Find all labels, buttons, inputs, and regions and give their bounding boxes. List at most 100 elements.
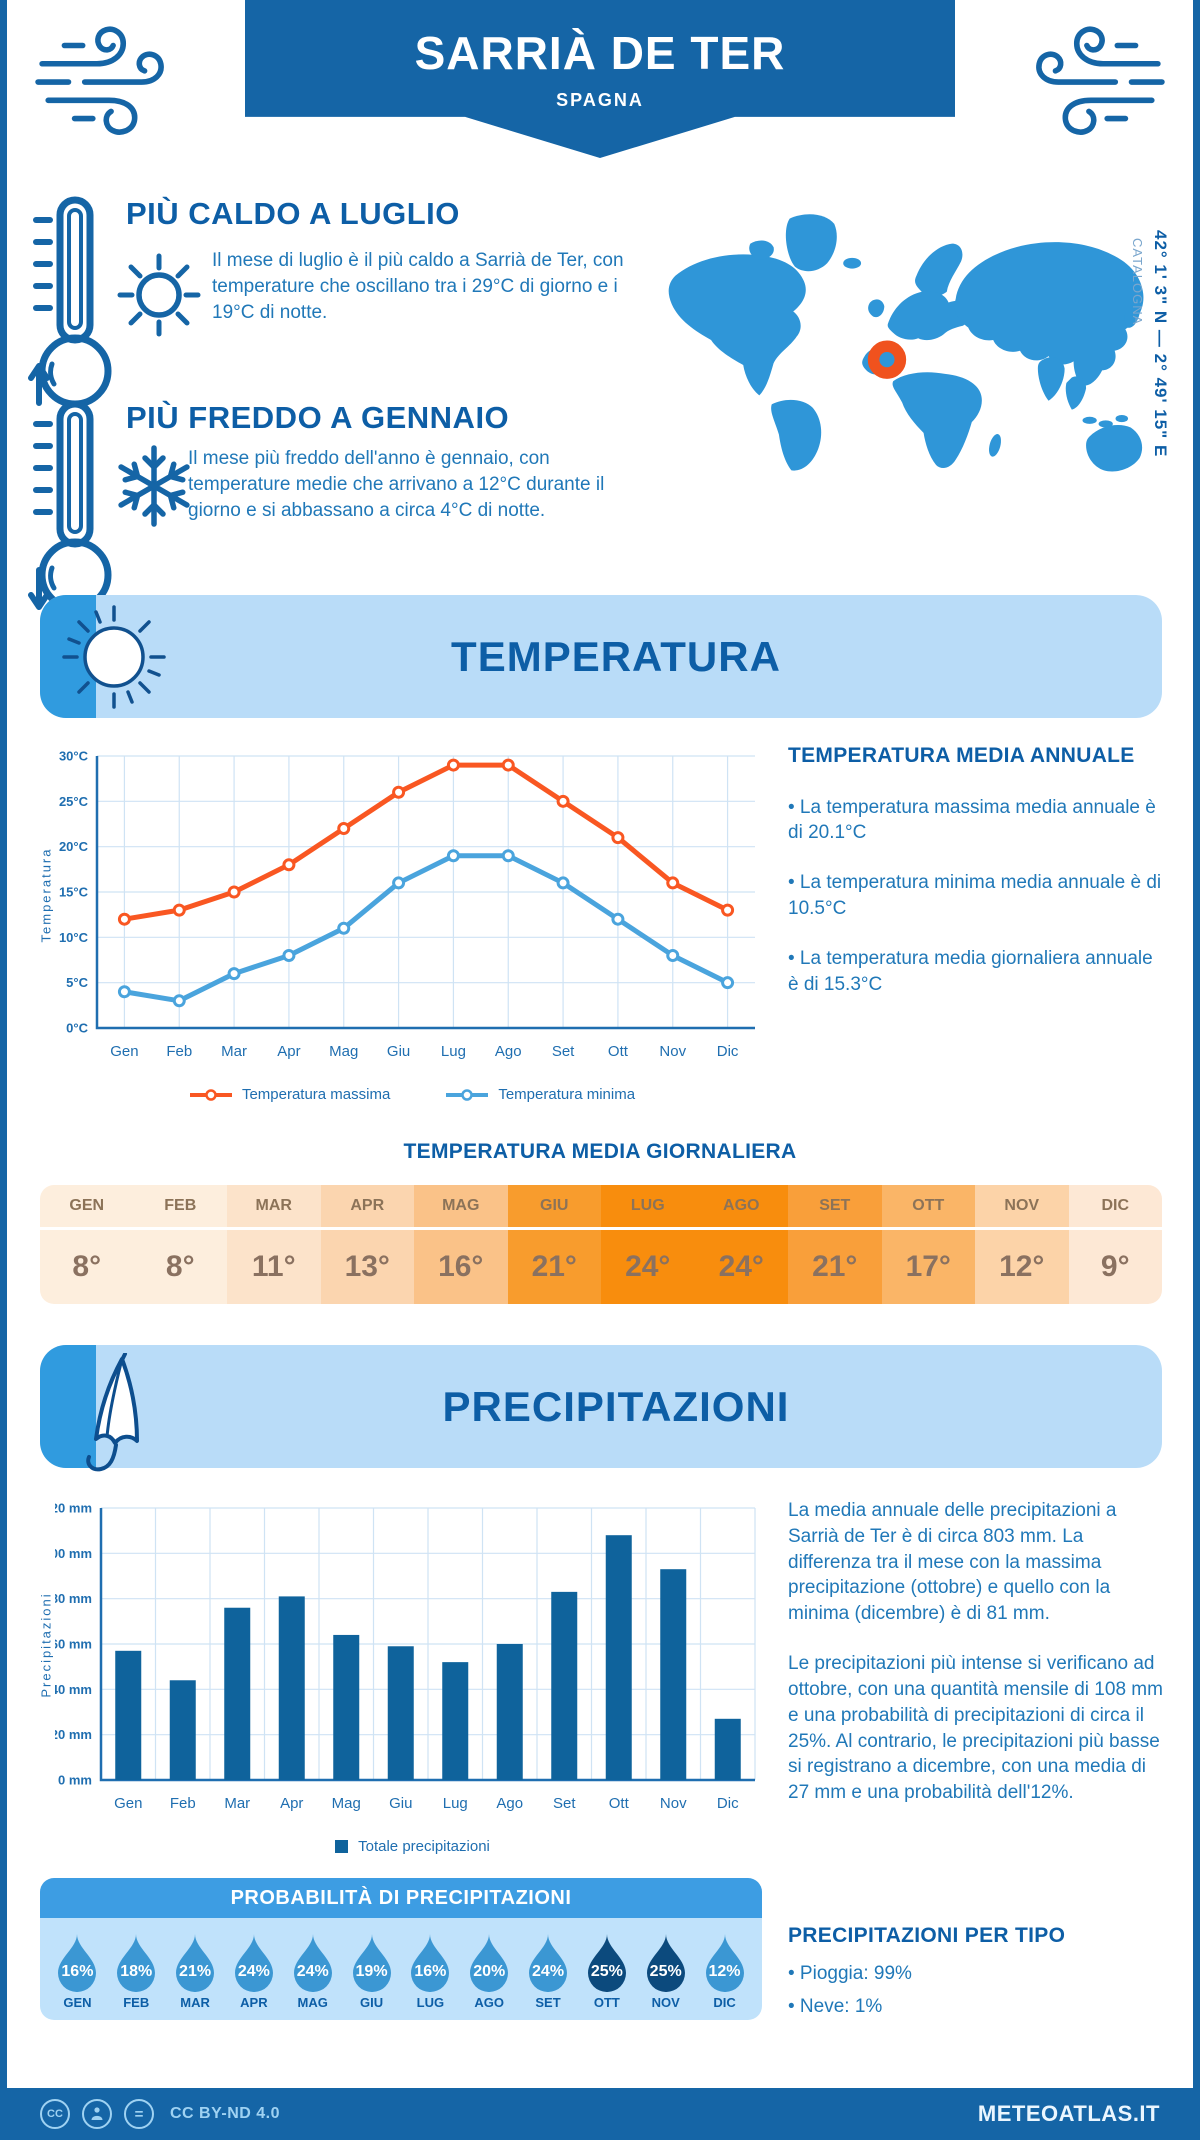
droplet-icon — [529, 1934, 568, 1992]
legend-square-marker — [335, 1840, 349, 1853]
attribution-person-icon — [82, 2099, 112, 2129]
page-border-left — [0, 0, 7, 2140]
temp-min-line — [124, 853, 729, 1004]
probability-droplet: 16% GEN — [48, 1932, 107, 2010]
thermometer-cold-icon — [28, 400, 112, 612]
wind-icon-left — [35, 26, 164, 135]
svg-text:Set: Set — [552, 1043, 575, 1060]
sun-banner-icon — [62, 605, 166, 709]
temp-max-line — [124, 762, 729, 922]
daily-temp-column: GIU 21° — [507, 1185, 601, 1304]
precip-bar — [714, 1718, 741, 1780]
precip-bar — [333, 1634, 360, 1780]
svg-text:60 mm: 60 mm — [55, 1637, 92, 1652]
page-title: SARRIÀ DE TER — [414, 27, 786, 79]
license-label: CC BY-ND 4.0 — [170, 2105, 281, 2122]
svg-text:Mar: Mar — [224, 1795, 250, 1812]
svg-text:Nov: Nov — [660, 1795, 687, 1812]
precipitation-paragraph: La media annuale delle precipitazioni a … — [788, 1500, 1117, 1625]
daily-temp-value: 11° — [251, 1250, 296, 1283]
no-derivatives-icon: = — [124, 2099, 154, 2129]
daily-temp-column: MAG 16° — [414, 1185, 508, 1304]
temperature-legend: Temperatura massima Temperatura minima — [55, 1086, 770, 1103]
cold-title: PIÙ FREDDO A GENNAIO — [126, 400, 510, 435]
svg-text:Set: Set — [553, 1795, 576, 1812]
svg-text:Ott: Ott — [609, 1795, 630, 1812]
daily-temp-month: MAG — [414, 1185, 508, 1230]
daily-temp-column: LUG 24° — [601, 1185, 695, 1304]
svg-text:Mag: Mag — [329, 1043, 358, 1060]
precipitation-type-item: • Neve: 1% — [788, 1996, 883, 2018]
precipitation-section-banner: PRECIPITAZIONI — [40, 1345, 1162, 1472]
probability-droplet: 25% OTT — [577, 1932, 636, 2010]
probability-month: LUG — [416, 1995, 445, 2010]
probability-droplet: 25% NOV — [636, 1932, 695, 2010]
daily-temp-month: AGO — [694, 1185, 788, 1230]
svg-text:Feb: Feb — [166, 1043, 192, 1060]
daily-temp-column: NOV 12° — [975, 1185, 1069, 1304]
svg-text:Giu: Giu — [389, 1795, 412, 1812]
daily-temperature-title: TEMPERATURA MEDIA GIORNALIERA — [403, 1140, 797, 1163]
precip-bar — [660, 1569, 687, 1780]
daily-temp-value: 21° — [531, 1250, 577, 1283]
probability-value: 12% — [708, 1963, 741, 1980]
precipitation-legend: Totale precipitazioni — [55, 1838, 770, 1855]
svg-text:Apr: Apr — [280, 1795, 303, 1812]
location-marker — [867, 340, 907, 379]
precipitation-paragraph: Le precipitazioni più intense si verific… — [788, 1653, 1163, 1804]
precip-bar — [551, 1591, 578, 1780]
legend-label: Totale precipitazioni — [358, 1838, 490, 1855]
precip-bar — [169, 1680, 196, 1780]
daily-temp-value: 9° — [1100, 1250, 1130, 1283]
precipitation-type-title: PRECIPITAZIONI PER TIPO — [788, 1924, 1066, 1947]
legend-item: Temperatura minima — [446, 1086, 635, 1103]
precipitation-text-panel: La media annuale delle precipitazioni a … — [788, 1498, 1166, 1806]
precip-bar — [115, 1650, 142, 1780]
probability-month: SET — [535, 1995, 561, 2010]
probability-month: GEN — [63, 1995, 92, 2010]
precipitation-bar-chart: 0 mm 20 mm 40 mm 60 mm 80 mm 100 mm 120 mm Gen F… — [55, 1501, 756, 1812]
daily-temp-value: 16° — [438, 1250, 484, 1283]
svg-text:Dic: Dic — [717, 1043, 739, 1060]
svg-text:100 mm: 100 mm — [55, 1546, 92, 1561]
wind-icon-right — [1036, 26, 1165, 135]
probability-droplet: 24% SET — [519, 1932, 578, 2010]
precip-bar — [605, 1535, 632, 1780]
svg-text:Apr: Apr — [277, 1043, 300, 1060]
legend-line-marker — [189, 1088, 232, 1101]
daily-temp-month: MAR — [227, 1185, 321, 1230]
snowflake-icon — [118, 445, 190, 527]
annual-temp-bullet: • La temperatura minima media annuale è … — [788, 872, 1162, 920]
droplet-icon — [117, 1934, 156, 1992]
probability-value: 25% — [649, 1963, 682, 1980]
svg-text:40 mm: 40 mm — [55, 1682, 92, 1697]
daily-temp-column: OTT 17° — [881, 1185, 975, 1304]
daily-temp-value: 8° — [72, 1250, 102, 1283]
svg-text:Lug: Lug — [441, 1043, 466, 1060]
annual-temp-bullet: • La temperatura media giornaliera annua… — [788, 947, 1153, 995]
probability-value: 16% — [61, 1963, 94, 1980]
droplet-icon — [411, 1934, 450, 1992]
probability-value: 18% — [120, 1963, 153, 1980]
droplet-icon — [587, 1934, 626, 1992]
precip-bar — [278, 1596, 305, 1780]
probability-droplets-row: 16% GEN 18% FEB 21% MAR 24% APR 24% MAG … — [40, 1918, 762, 2020]
daily-temp-value: 24° — [625, 1250, 671, 1283]
annual-temperature-title: TEMPERATURA MEDIA ANNUALE — [788, 744, 1135, 767]
probability-value: 24% — [296, 1963, 329, 1980]
warm-text: Il mese di luglio è il più caldo a Sarri… — [212, 250, 624, 323]
svg-text:Nov: Nov — [659, 1043, 686, 1060]
precip-bar — [442, 1662, 469, 1780]
probability-month: OTT — [593, 1995, 620, 2010]
legend-item: Temperatura massima — [189, 1086, 390, 1103]
probability-month: FEB — [123, 1995, 150, 2010]
daily-temp-column: MAR 11° — [227, 1185, 321, 1304]
probability-value: 25% — [590, 1963, 623, 1980]
svg-text:80 mm: 80 mm — [55, 1591, 92, 1606]
page-border-right — [1193, 0, 1200, 2140]
droplet-icon — [705, 1934, 744, 1992]
droplet-icon — [646, 1934, 685, 1992]
annual-temp-bullet: • La temperatura massima media annuale è… — [788, 796, 1156, 844]
daily-temp-month: FEB — [133, 1185, 227, 1230]
